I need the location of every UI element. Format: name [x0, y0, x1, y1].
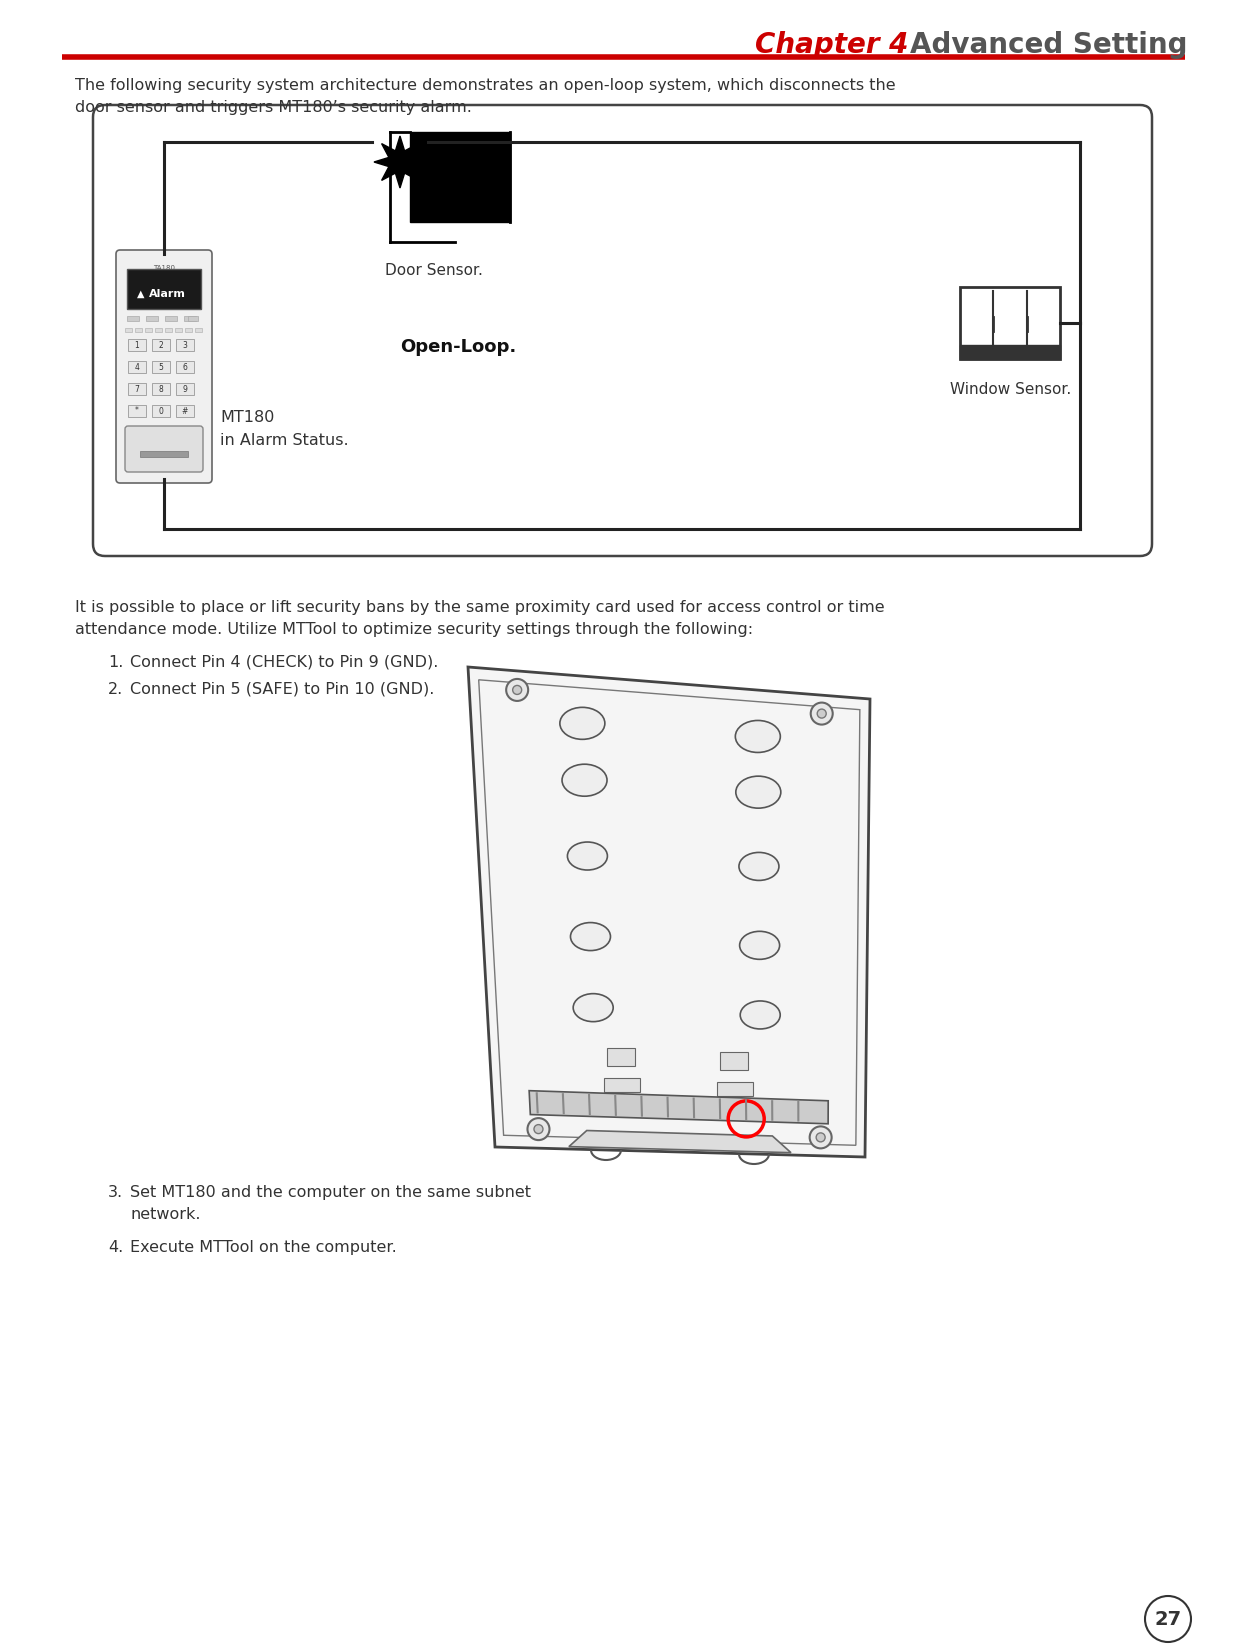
Bar [146, 316, 157, 321]
Text: 27: 27 [1154, 1610, 1182, 1628]
Text: Door Sensor.: Door Sensor. [384, 262, 482, 279]
Ellipse shape [811, 704, 833, 725]
Text: 2.: 2. [108, 682, 123, 697]
Circle shape [1145, 1595, 1190, 1641]
Ellipse shape [735, 776, 781, 809]
Ellipse shape [560, 709, 605, 740]
Ellipse shape [562, 765, 608, 796]
Text: 5: 5 [159, 363, 164, 371]
Bar [145, 330, 153, 333]
Bar [153, 384, 170, 396]
Bar [125, 330, 131, 333]
Text: Connect Pin 4 (CHECK) to Pin 9 (GND).: Connect Pin 4 (CHECK) to Pin 9 (GND). [130, 654, 439, 669]
Ellipse shape [740, 1002, 780, 1030]
Polygon shape [529, 1091, 828, 1124]
Text: 3: 3 [182, 339, 187, 349]
Ellipse shape [512, 686, 522, 695]
Text: 9: 9 [182, 384, 187, 394]
FancyBboxPatch shape [125, 427, 203, 473]
Text: MT180: MT180 [219, 410, 274, 425]
Text: 2: 2 [159, 339, 164, 349]
Ellipse shape [817, 710, 826, 719]
Bar [126, 316, 139, 321]
Text: 1.: 1. [108, 654, 123, 669]
Ellipse shape [527, 1119, 549, 1140]
Ellipse shape [534, 1126, 543, 1134]
Ellipse shape [810, 1127, 832, 1149]
Text: The following security system architecture demonstrates an open-loop system, whi: The following security system architectu… [74, 77, 895, 92]
Polygon shape [467, 667, 870, 1157]
Bar [165, 330, 172, 333]
Ellipse shape [570, 923, 610, 951]
Bar [153, 363, 170, 374]
Text: Set MT180 and the computer on the same subnet: Set MT180 and the computer on the same s… [130, 1185, 531, 1200]
FancyBboxPatch shape [117, 250, 212, 485]
Bar [128, 339, 146, 351]
Bar [960, 346, 1060, 359]
Text: Open-Loop.: Open-Loop. [401, 338, 516, 356]
Text: 1: 1 [135, 339, 139, 349]
Ellipse shape [735, 722, 780, 753]
Polygon shape [569, 1131, 791, 1154]
Bar [135, 330, 143, 333]
Bar [176, 363, 193, 374]
FancyBboxPatch shape [93, 105, 1152, 557]
Text: #: # [182, 407, 188, 415]
Ellipse shape [506, 679, 528, 702]
Bar [608, 1048, 635, 1066]
Text: It is possible to place or lift security bans by the same proximity card used fo: It is possible to place or lift security… [74, 600, 884, 615]
Bar [175, 330, 182, 333]
Text: attendance mode. Utilize MTTool to optimize security settings through the follow: attendance mode. Utilize MTTool to optim… [74, 621, 753, 636]
Text: in Alarm Status.: in Alarm Status. [219, 433, 348, 448]
Text: Chapter 4: Chapter 4 [755, 31, 909, 59]
Bar [128, 363, 146, 374]
Bar [188, 316, 198, 321]
Bar [128, 405, 146, 417]
Bar [960, 288, 1060, 359]
Text: Execute MTTool on the computer.: Execute MTTool on the computer. [130, 1239, 397, 1254]
Ellipse shape [739, 931, 780, 959]
Bar [140, 452, 188, 458]
Bar [410, 133, 510, 222]
Text: Alarm: Alarm [149, 288, 186, 298]
Bar [184, 316, 196, 321]
Polygon shape [374, 137, 427, 190]
Bar [153, 405, 170, 417]
Bar [176, 405, 193, 417]
Bar [720, 1053, 748, 1071]
Text: Advanced Setting: Advanced Setting [910, 31, 1188, 59]
Ellipse shape [739, 854, 779, 882]
Text: 4.: 4. [108, 1239, 123, 1254]
Bar [153, 339, 170, 351]
Text: Connect Pin 5 (SAFE) to Pin 10 (GND).: Connect Pin 5 (SAFE) to Pin 10 (GND). [130, 682, 434, 697]
Text: 4: 4 [135, 363, 139, 371]
Bar [176, 384, 193, 396]
Bar [165, 316, 177, 321]
Text: TA180: TA180 [153, 265, 175, 270]
Text: ▲: ▲ [136, 288, 145, 298]
Text: door sensor and triggers MT180’s security alarm.: door sensor and triggers MT180’s securit… [74, 101, 472, 115]
Text: 6: 6 [182, 363, 187, 371]
Bar [128, 384, 146, 396]
Text: *: * [135, 407, 139, 415]
Bar [604, 1079, 640, 1093]
Bar [176, 339, 193, 351]
Ellipse shape [816, 1134, 825, 1142]
Text: Window Sensor.: Window Sensor. [950, 382, 1071, 397]
Text: 3.: 3. [108, 1185, 123, 1200]
Bar [195, 330, 202, 333]
Bar [155, 330, 162, 333]
Bar [717, 1083, 753, 1096]
Ellipse shape [568, 842, 608, 870]
Bar [185, 330, 192, 333]
Text: 8: 8 [159, 384, 164, 394]
Text: 7: 7 [135, 384, 139, 394]
Text: 0: 0 [159, 407, 164, 415]
Bar [126, 270, 201, 310]
Ellipse shape [573, 994, 614, 1022]
Text: network.: network. [130, 1206, 201, 1221]
